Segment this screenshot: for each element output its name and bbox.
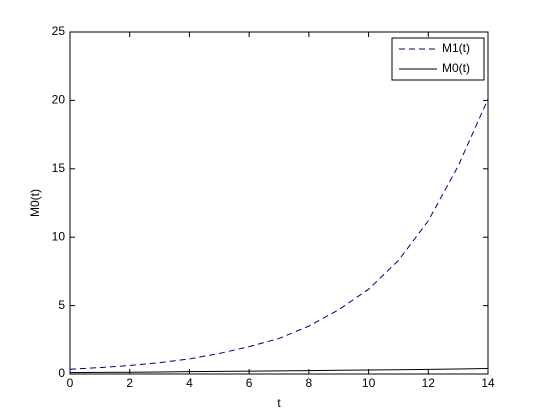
y-tick-label: 25 — [52, 24, 66, 38]
y-tick-label: 5 — [58, 298, 65, 312]
y-tick-label: 0 — [58, 366, 65, 380]
y-tick-label: 10 — [52, 229, 66, 243]
y-axis-label: M0(t) — [28, 189, 42, 217]
x-tick-label: 14 — [481, 376, 495, 390]
x-tick-label: 4 — [186, 376, 193, 390]
x-tick-label: 12 — [422, 376, 436, 390]
x-tick-label: 0 — [67, 376, 74, 390]
legend-box — [391, 37, 485, 81]
y-tick-label: 15 — [52, 161, 66, 175]
series-line — [69, 98, 489, 370]
x-tick-label: 2 — [126, 376, 133, 390]
y-tick-label: 20 — [52, 93, 66, 107]
x-tick-label: 6 — [246, 376, 253, 390]
x-axis-label: t — [277, 396, 281, 410]
plot-area — [69, 31, 489, 375]
series-line — [69, 368, 489, 374]
legend-label: M0(t) — [442, 61, 470, 75]
x-tick-label: 8 — [306, 376, 313, 390]
x-tick-label: 10 — [362, 376, 376, 390]
legend-label: M1(t) — [442, 41, 470, 55]
